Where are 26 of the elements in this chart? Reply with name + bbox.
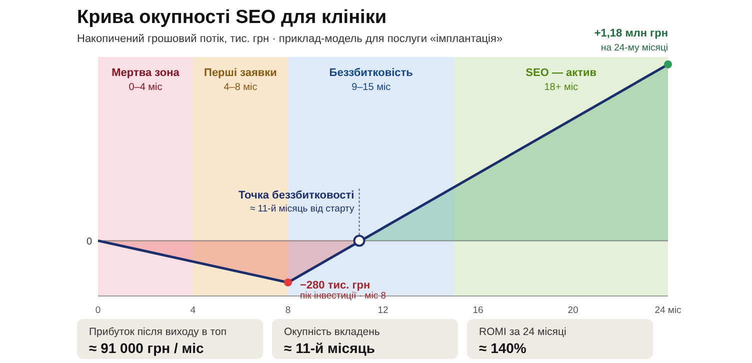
annotation: ≈ 11-й місяць від старту xyxy=(250,204,354,215)
band-label: Беззбитковість 9–15 міс xyxy=(329,67,414,93)
text: ROMI за 24 місяці xyxy=(479,326,566,338)
text: на 24-му місяці xyxy=(600,42,668,54)
chart-title: Крива окупності SEO для клініки xyxy=(77,7,387,28)
ref-line-label: 0 xyxy=(86,236,92,248)
x-tick-label: 12 xyxy=(378,305,388,316)
text: Прибуток після виходу в топ xyxy=(89,326,227,338)
x-tick-label: 24 міс xyxy=(654,305,682,316)
x-tick-label: 0 xyxy=(95,305,101,316)
text: ≈ 140% xyxy=(479,340,527,356)
x-tick-label: 8 xyxy=(285,305,291,316)
x-tick-label: 4 xyxy=(190,305,196,316)
band-label: SEO — актив 18+ міс xyxy=(526,67,597,93)
text: +1,18 млн грн xyxy=(594,27,668,40)
text: Окупність вкладень xyxy=(284,326,380,338)
x-tick-label: 20 xyxy=(568,305,578,316)
annotation: −280 тис. грн xyxy=(300,279,370,292)
x-tick-label: 16 xyxy=(472,305,484,316)
annotation: Точка беззбитковості xyxy=(238,190,354,202)
band-label: Мертва зона 0–4 міс xyxy=(112,67,180,93)
text: пік інвестиції · міс 8 xyxy=(300,290,386,302)
text: ≈ 91 000 грн / міс xyxy=(89,340,204,356)
band-label: Перші заявки 4–8 міс xyxy=(204,67,277,93)
text: ≈ 11-й місяць xyxy=(284,340,376,356)
chart-subtitle: Накопичений грошовий потік, тис. грн · приклад-модель для послуги «імплантація» xyxy=(77,33,503,45)
